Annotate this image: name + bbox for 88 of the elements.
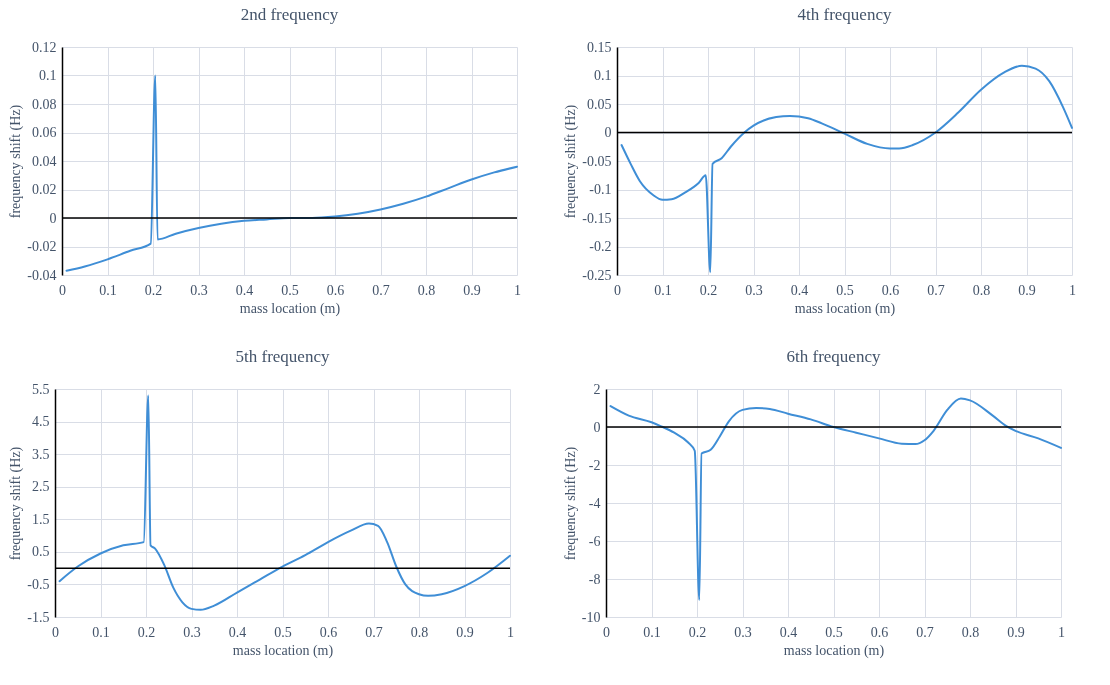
y-axis-title: frequency shift (Hz)	[8, 446, 25, 561]
chart-title: 5th frequency	[235, 347, 330, 366]
y-tick-label: 0.05	[587, 96, 612, 112]
y-tick-label: -0.5	[27, 576, 50, 592]
y-tick-label: -0.2	[589, 239, 612, 254]
y-tick-label: -0.02	[27, 239, 57, 254]
y-tick-label: 0.15	[587, 39, 612, 55]
x-tick-label: 0.4	[790, 282, 809, 298]
x-tick-label: 0.4	[779, 624, 798, 640]
x-tick-label: 0.2	[688, 624, 707, 640]
y-tick-label: -4	[588, 495, 601, 511]
y-tick-label: -10	[581, 609, 601, 625]
x-tick-label: 0.4	[235, 282, 254, 298]
y-tick-label: -2	[588, 457, 601, 473]
x-tick-label: 1	[1069, 282, 1076, 298]
y-tick-label: -6	[588, 533, 601, 549]
y-tick-label: -0.1	[589, 182, 612, 197]
x-tick-label: 0.1	[99, 282, 117, 298]
y-tick-label: -0.05	[582, 153, 612, 169]
y-tick-label: 0.02	[32, 182, 57, 197]
y-tick-label: 3.5	[32, 446, 50, 462]
chart-title: 4th frequency	[797, 5, 892, 24]
x-tick-label: 0.9	[456, 624, 474, 640]
x-tick-label: 0.8	[410, 624, 429, 640]
line-series	[65, 74, 518, 272]
y-tick-label: -8	[588, 571, 601, 587]
x-tick-label: 0.9	[463, 282, 481, 298]
x-tick-label: 0.5	[836, 282, 854, 298]
y-tick-label: 4.5	[32, 414, 50, 430]
x-tick-label: 0.2	[137, 624, 156, 640]
x-tick-label: 0.3	[745, 282, 763, 298]
x-tick-label: 1	[1058, 624, 1065, 640]
x-tick-label: 0.7	[372, 282, 390, 298]
y-tick-label: 1.5	[32, 511, 50, 527]
x-tick-label: 0.3	[190, 282, 208, 298]
line-series	[58, 394, 511, 611]
x-tick-label: 0.3	[183, 624, 201, 640]
x-tick-label: 0.9	[1007, 624, 1025, 640]
y-tick-label: -1.5	[27, 609, 50, 625]
x-tick-label: 0.7	[927, 282, 945, 298]
x-tick-label: 0.6	[319, 624, 338, 640]
y-tick-label: 2.5	[32, 479, 50, 495]
y-tick-label: 0.04	[32, 153, 57, 169]
y-tick-label: 0.08	[32, 96, 57, 112]
x-tick-label: 0.8	[961, 624, 980, 640]
y-tick-label: -0.25	[582, 267, 612, 283]
y-tick-label: 2	[593, 381, 601, 397]
x-tick-label: 0.7	[365, 624, 383, 640]
x-axis-title: mass location (m)	[783, 642, 885, 659]
x-tick-label: 0.1	[643, 624, 661, 640]
x-tick-label: 0.3	[734, 624, 752, 640]
y-tick-label: 0	[604, 125, 612, 140]
x-tick-label: 0.7	[916, 624, 934, 640]
y-tick-label: -0.04	[27, 267, 57, 283]
y-tick-label: 0.5	[32, 544, 50, 560]
x-tick-label: 1	[514, 282, 521, 298]
x-tick-label: 0.9	[1018, 282, 1036, 298]
x-tick-label: 0.6	[881, 282, 900, 298]
y-tick-label: 0	[49, 210, 57, 226]
y-tick-label: 0.1	[39, 68, 57, 83]
x-tick-label: 0.5	[825, 624, 843, 640]
x-tick-label: 0.8	[417, 282, 436, 298]
x-tick-label: 0.1	[92, 624, 110, 640]
x-tick-label: 0.5	[281, 282, 299, 298]
y-tick-label: 0.1	[594, 68, 612, 83]
x-tick-label: 0.4	[228, 624, 247, 640]
x-axis-title: mass location (m)	[232, 642, 334, 659]
x-tick-label: 0.2	[699, 282, 718, 298]
x-tick-label: 0.2	[144, 282, 163, 298]
y-tick-label: 0.06	[32, 125, 57, 140]
x-tick-label: 0.1	[654, 282, 672, 298]
x-tick-label: 0.5	[274, 624, 292, 640]
x-axis-title: mass location (m)	[794, 300, 896, 317]
y-tick-label: -0.15	[582, 210, 612, 226]
y-tick-label: 0	[593, 419, 601, 435]
y-tick-label: 5.5	[32, 381, 50, 397]
x-tick-label: 1	[507, 624, 514, 640]
x-tick-label: 0.6	[326, 282, 345, 298]
chart-title: 2nd frequency	[240, 5, 339, 24]
y-axis-title: frequency shift (Hz)	[563, 104, 580, 219]
y-axis-title: frequency shift (Hz)	[562, 446, 579, 561]
x-tick-label: 0.8	[972, 282, 991, 298]
x-tick-label: 0.6	[870, 624, 889, 640]
x-axis-title: mass location (m)	[239, 300, 341, 317]
chart-title: 6th frequency	[786, 347, 881, 366]
y-tick-label: 0.12	[32, 39, 57, 55]
line-series	[609, 397, 1062, 601]
y-axis-title: frequency shift (Hz)	[8, 104, 25, 219]
